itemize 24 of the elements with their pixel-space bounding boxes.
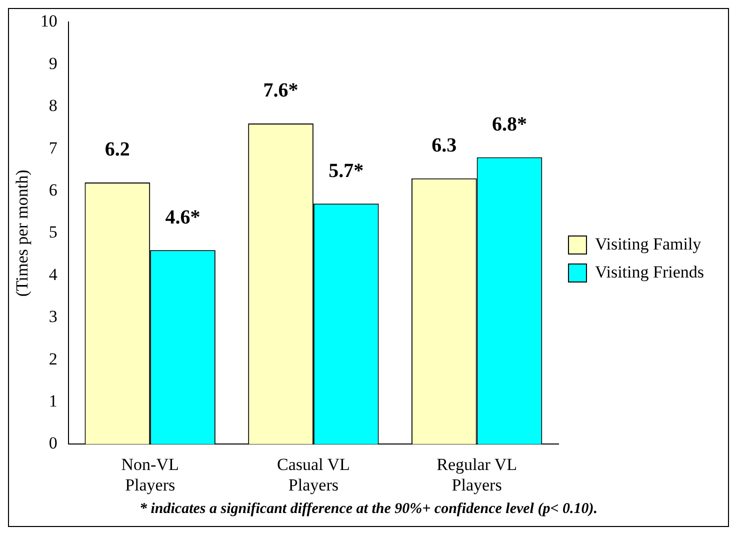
y-tick-label: 7	[48, 138, 58, 158]
y-tick-label: 10	[40, 12, 58, 31]
data-label: 6.3	[432, 134, 457, 157]
y-tick-label: 0	[48, 434, 58, 453]
legend-label: Visiting Friends	[594, 262, 704, 282]
y-tick-label: 5	[48, 222, 58, 242]
text: * indicates a significant difference at the 90%+ confidence level (p< 0.10).	[138, 500, 598, 519]
y-tick-label: 1	[48, 391, 58, 410]
y-tick-label: 8	[48, 96, 58, 116]
data-label: 7.6*	[263, 80, 298, 102]
y-tick-label: 2	[48, 349, 58, 368]
data-label: 6.2	[104, 138, 130, 161]
y-axis-title: (Times per month)	[12, 170, 32, 297]
y-tick-label: 9	[48, 54, 58, 73]
data-label: 5.7*	[328, 160, 364, 182]
legend-label: Visiting Family	[594, 234, 702, 254]
y-tick-label: 4	[48, 264, 58, 284]
x-tick-label: Casual VL Players	[277, 454, 350, 494]
y-tick-label: 3	[48, 307, 58, 326]
data-label: 6.8*	[492, 113, 527, 136]
x-tick-label: Regular VL Players	[436, 454, 518, 494]
y-tick-label: 6	[48, 180, 58, 200]
data-label: 4.6*	[165, 206, 200, 228]
x-tick-label: Non-VL Players	[121, 454, 179, 494]
